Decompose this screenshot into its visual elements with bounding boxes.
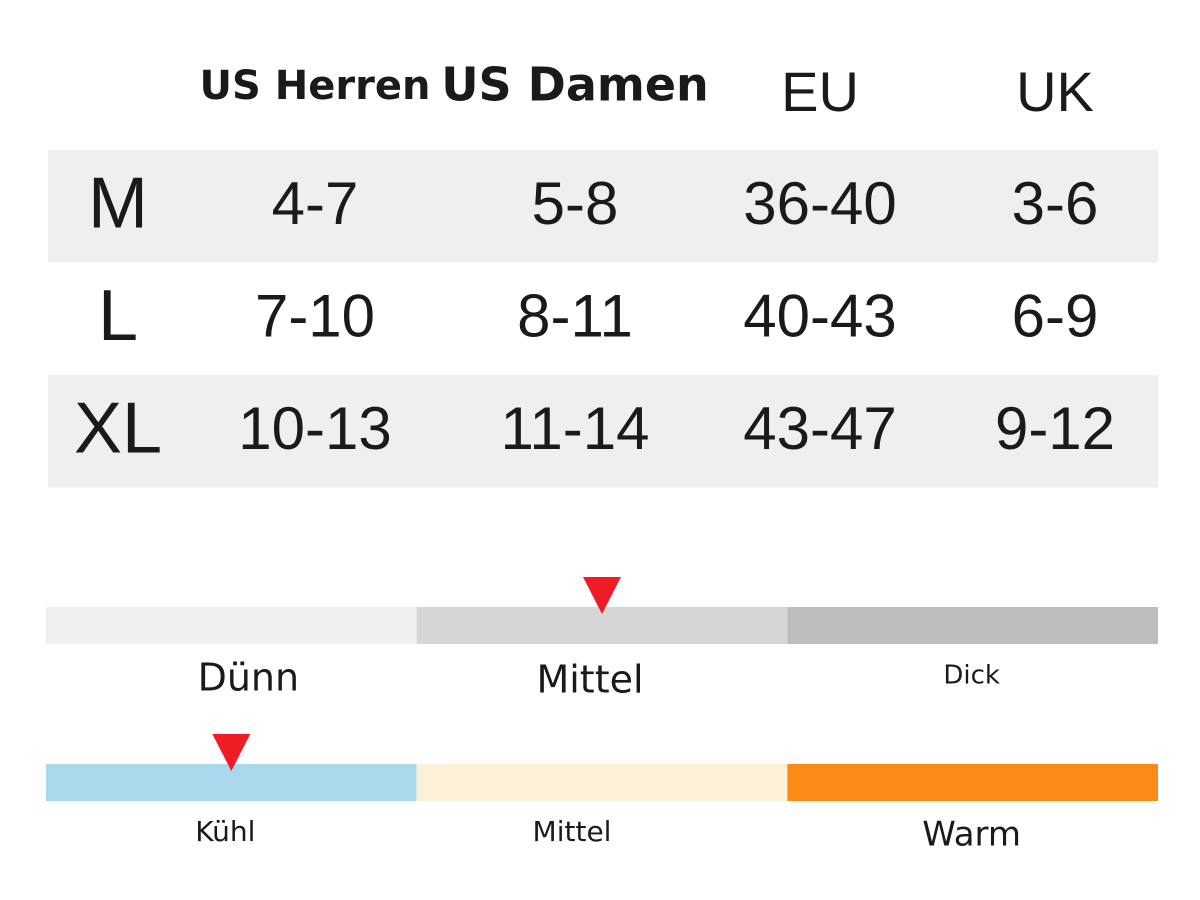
table-cell: 10-13 bbox=[238, 395, 391, 462]
thickness-segment bbox=[787, 607, 1158, 644]
table-cell: 3-6 bbox=[1012, 170, 1099, 237]
warmth-label: Mittel bbox=[533, 815, 612, 848]
table-cell: 6-9 bbox=[1012, 283, 1099, 350]
table-cell: 43-47 bbox=[743, 395, 896, 462]
table-cell: 4-7 bbox=[272, 170, 359, 237]
table-cell: 36-40 bbox=[743, 170, 896, 237]
column-header: EU bbox=[781, 60, 859, 123]
row-band bbox=[48, 375, 1158, 488]
table-cell: 5-8 bbox=[532, 170, 619, 237]
column-header: UK bbox=[1016, 60, 1094, 123]
row-label: L bbox=[98, 276, 138, 356]
selection-marker bbox=[212, 734, 251, 771]
thickness-label: Dünn bbox=[198, 656, 300, 700]
selection-marker bbox=[583, 577, 621, 614]
column-header: US Damen bbox=[441, 58, 709, 112]
thickness-segment bbox=[46, 607, 417, 644]
table-cell: 11-14 bbox=[500, 395, 649, 462]
warmth-segment bbox=[416, 764, 788, 801]
row-label: XL bbox=[74, 388, 162, 468]
table-cell: 8-11 bbox=[517, 283, 633, 350]
table-cell: 7-10 bbox=[255, 283, 375, 350]
table-cell: 9-12 bbox=[995, 395, 1115, 462]
row-band bbox=[48, 150, 1158, 263]
row-label: M bbox=[88, 163, 148, 243]
warmth-segment bbox=[787, 764, 1158, 801]
warmth-label: Kühl bbox=[195, 815, 255, 848]
table-cell: 40-43 bbox=[743, 283, 896, 350]
thickness-label: Dick bbox=[943, 661, 1000, 691]
thickness-label: Mittel bbox=[536, 658, 643, 702]
column-header: US Herren bbox=[200, 63, 431, 109]
warmth-label: Warm bbox=[922, 815, 1021, 855]
